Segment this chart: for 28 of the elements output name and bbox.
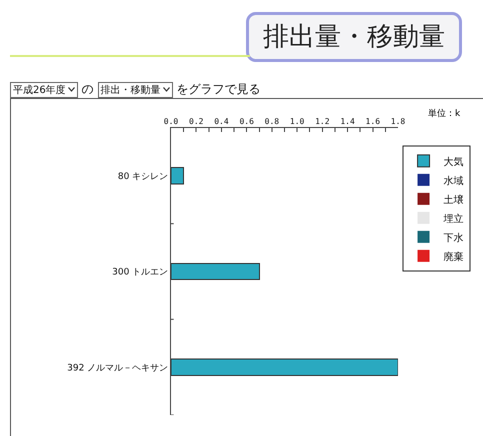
y-tick-label: 80 キシレン <box>118 172 168 182</box>
x-tick-label: 1.4 <box>340 116 355 126</box>
legend-label: 大気 <box>444 156 464 168</box>
bar <box>171 262 260 280</box>
dropdown-field: 排出・移動量 <box>98 82 173 98</box>
x-tick-label: 0.4 <box>214 116 229 126</box>
x-tick-label: 0.6 <box>239 116 254 126</box>
x-tick-label: 1.0 <box>290 116 305 126</box>
y-tick-label: 300 トルエン <box>112 268 168 278</box>
bar <box>171 358 398 376</box>
dropdown-field: 平成26年度 <box>10 82 78 98</box>
text: 単位：k <box>428 108 460 120</box>
x-tick-label: 1.6 <box>366 116 380 126</box>
x-tick-label: 0.0 <box>164 116 178 126</box>
text: をグラフで見る <box>176 81 261 98</box>
y-tick-label: 392 ノルマル－ヘキサン <box>67 363 168 374</box>
x-tick-label: 1.8 <box>390 116 406 126</box>
legend-label: 埋立 <box>442 212 464 225</box>
x-tick-label: 1.2 <box>315 116 330 126</box>
legend-label: 土壌 <box>444 194 464 206</box>
legend-label: 下水 <box>444 232 464 244</box>
chart-title: 排出量・移動量 <box>246 12 462 62</box>
text: の <box>82 81 94 98</box>
bar <box>171 167 184 184</box>
x-tick-label: 0.2 <box>188 116 204 126</box>
legend-label: 水域 <box>444 174 464 187</box>
legend-label: 廃棄 <box>444 250 464 263</box>
x-tick-label: 0.8 <box>264 116 280 126</box>
